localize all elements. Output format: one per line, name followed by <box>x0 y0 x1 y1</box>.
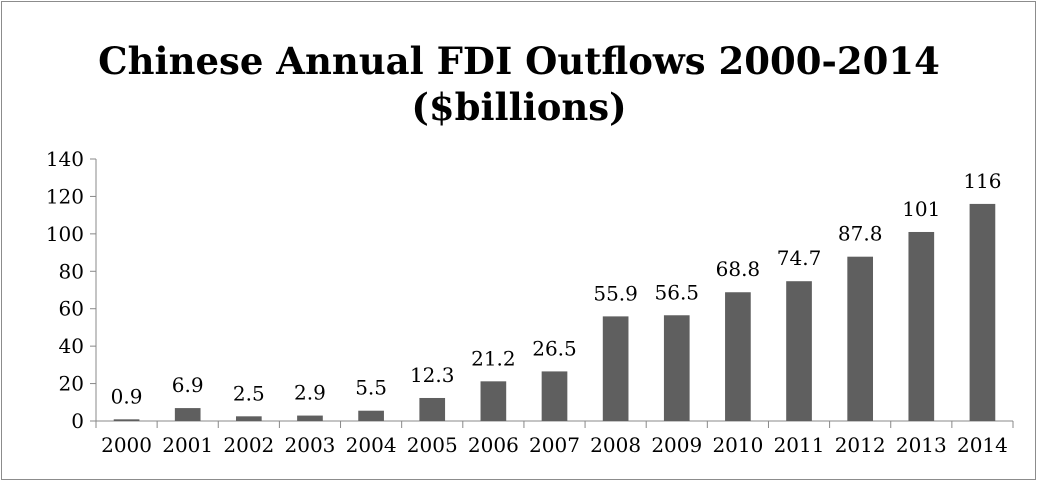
x-tick-label: 2008 <box>590 433 641 457</box>
y-tick-label: 120 <box>46 184 84 208</box>
y-tick-label: 60 <box>59 297 84 321</box>
x-tick-label: 2001 <box>162 433 213 457</box>
bar-2012 <box>847 256 874 421</box>
bar-2000 <box>113 419 140 421</box>
data-label-2000: 0.9 <box>111 384 143 408</box>
bar-2005 <box>419 397 446 421</box>
x-tick-label: 2010 <box>712 433 763 457</box>
x-tick-label: 2002 <box>223 433 274 457</box>
bar-2013 <box>908 231 935 421</box>
bars <box>113 203 996 421</box>
data-label-2007: 26.5 <box>532 336 577 360</box>
bar-2010 <box>725 292 751 421</box>
y-tick-label: 100 <box>46 222 84 246</box>
y-tick-label: 20 <box>59 372 84 396</box>
y-tick-label: 140 <box>46 147 84 171</box>
data-label-2011: 74.7 <box>777 246 822 270</box>
data-label-2002: 2.5 <box>233 381 265 405</box>
data-label-2014: 116 <box>963 169 1001 193</box>
bar-2007 <box>541 371 568 421</box>
data-label-2009: 56.5 <box>655 280 700 304</box>
bar-2014 <box>969 203 996 421</box>
x-axis-ticks: 2000 2001 2002 2003 2004 2005 2006 2007 2008 2009… <box>95 421 1014 457</box>
x-tick-label: 2009 <box>651 433 702 457</box>
x-tick-label: 2014 <box>957 433 1008 457</box>
data-label-2001: 6.9 <box>172 373 204 397</box>
x-tick-label: 2004 <box>346 433 397 457</box>
chart-title: Chinese Annual FDI Outflows 2000-2014 <box>98 39 940 83</box>
bar-2009 <box>663 315 690 421</box>
data-labels: 0.9 6.9 2.5 2.9 5.5 12.3 21.2 26.5 55.9 56.5 68.8 7… <box>111 169 1002 408</box>
chart-subtitle: ($billions) <box>411 85 626 129</box>
y-tick-label: 80 <box>59 259 84 283</box>
bar-2008 <box>602 316 629 421</box>
y-tick-label: 40 <box>59 334 84 358</box>
bar-2011 <box>786 281 812 421</box>
x-tick-label: 2012 <box>835 433 886 457</box>
data-label-2008: 55.9 <box>593 281 638 305</box>
bar-2002 <box>235 416 262 421</box>
data-label-2012: 87.8 <box>838 222 883 246</box>
y-axis-ticks: 0 20 40 60 80 100 120 140 <box>46 147 96 433</box>
x-tick-label: 2005 <box>407 433 458 457</box>
data-label-2006: 21.2 <box>471 346 516 370</box>
bar-2006 <box>480 381 507 421</box>
data-label-2005: 12.3 <box>410 363 455 387</box>
x-tick-label: 2006 <box>468 433 519 457</box>
data-label-2003: 2.9 <box>294 381 326 405</box>
x-tick-label: 2013 <box>896 433 947 457</box>
bar-2004 <box>358 410 384 421</box>
data-label-2013: 101 <box>902 197 940 221</box>
x-tick-label: 2000 <box>101 433 152 457</box>
bar-2001 <box>174 408 201 421</box>
y-tick-label: 0 <box>71 409 84 433</box>
data-label-2010: 68.8 <box>716 257 761 281</box>
x-tick-label: 2003 <box>285 433 336 457</box>
x-tick-label: 2011 <box>774 433 825 457</box>
bar-2003 <box>297 415 323 421</box>
data-label-2004: 5.5 <box>355 376 387 400</box>
x-tick-label: 2007 <box>529 433 580 457</box>
